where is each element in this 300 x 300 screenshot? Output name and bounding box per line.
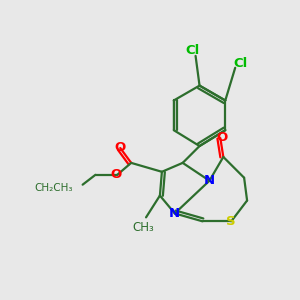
Text: Cl: Cl bbox=[233, 57, 247, 70]
Text: O: O bbox=[115, 140, 126, 154]
Text: O: O bbox=[111, 168, 122, 181]
Text: CH₃: CH₃ bbox=[132, 221, 154, 234]
Text: N: N bbox=[169, 207, 180, 220]
Text: S: S bbox=[226, 215, 236, 228]
Text: CH₂CH₃: CH₂CH₃ bbox=[34, 183, 73, 193]
Text: N: N bbox=[204, 174, 215, 187]
Text: Cl: Cl bbox=[185, 44, 200, 57]
Text: O: O bbox=[217, 130, 228, 144]
